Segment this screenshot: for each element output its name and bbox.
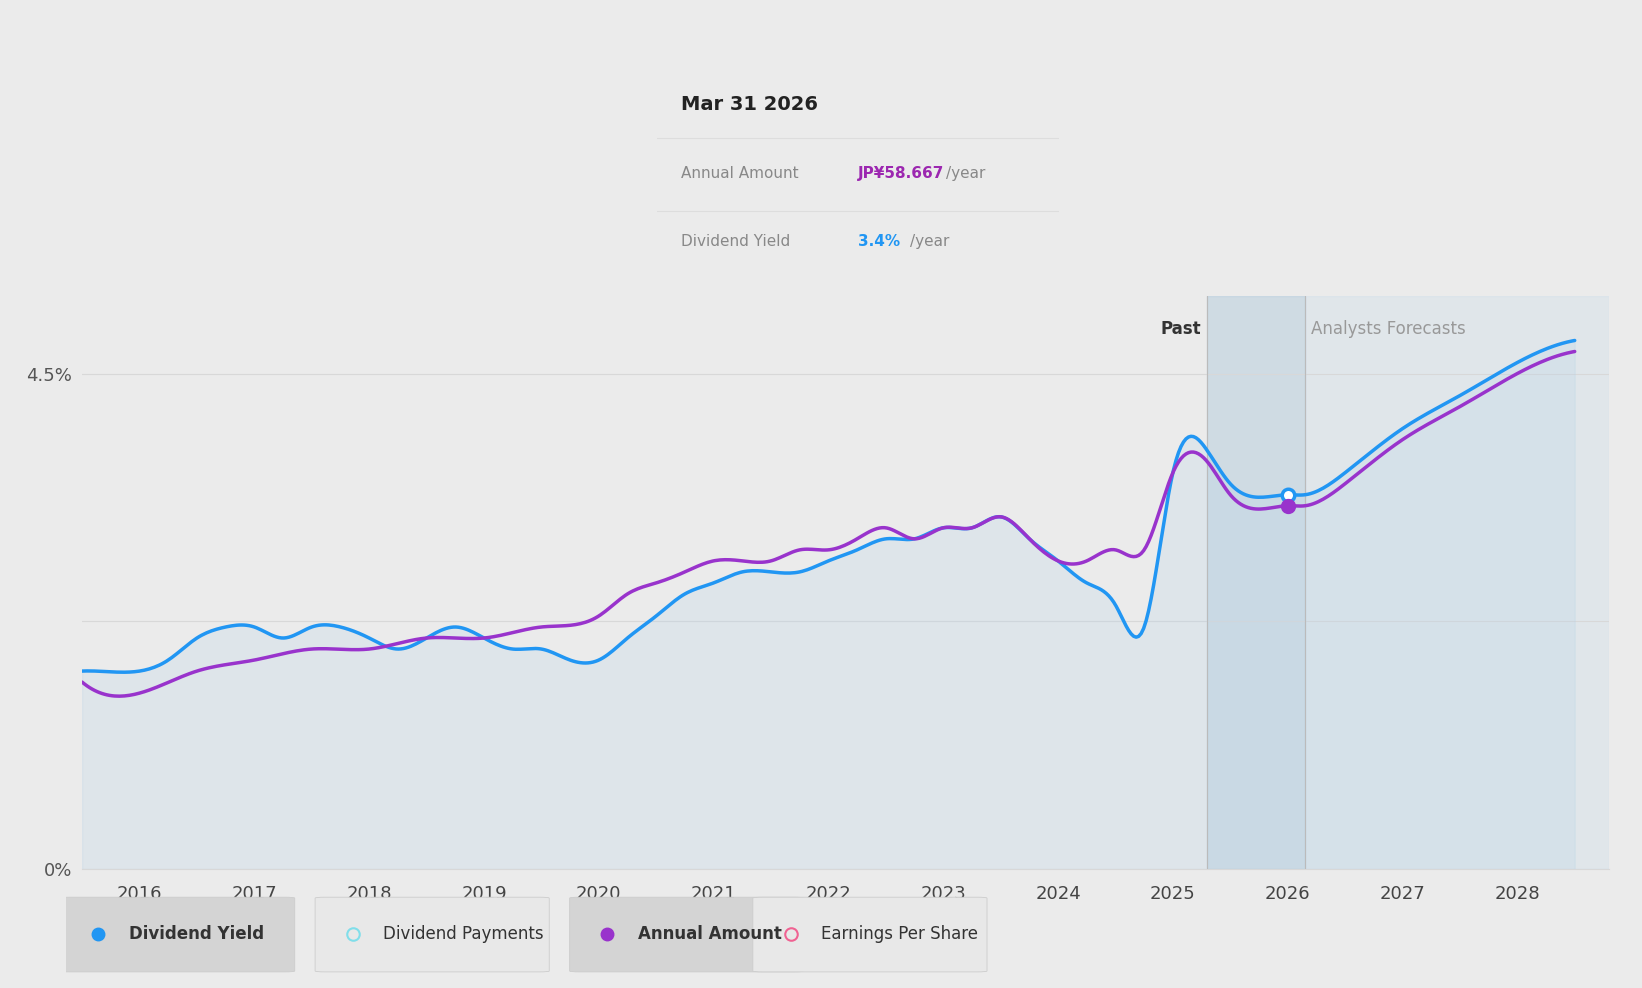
Text: /year: /year xyxy=(946,166,985,182)
Text: Mar 31 2026: Mar 31 2026 xyxy=(681,95,818,115)
FancyBboxPatch shape xyxy=(570,897,805,972)
Text: Earnings Per Share: Earnings Per Share xyxy=(821,925,979,943)
FancyBboxPatch shape xyxy=(754,897,987,972)
Bar xyxy=(1305,296,1609,869)
Text: Dividend Yield: Dividend Yield xyxy=(681,233,790,249)
Text: Dividend Yield: Dividend Yield xyxy=(128,925,264,943)
Text: Annual Amount: Annual Amount xyxy=(637,925,782,943)
Text: Analysts Forecasts: Analysts Forecasts xyxy=(1310,320,1465,338)
Text: JP¥58.667: JP¥58.667 xyxy=(859,166,944,182)
Text: Past: Past xyxy=(1161,320,1202,338)
Text: /year: /year xyxy=(910,233,949,249)
Text: Annual Amount: Annual Amount xyxy=(681,166,798,182)
Text: Dividend Payments: Dividend Payments xyxy=(383,925,544,943)
Bar xyxy=(1207,296,1305,869)
Text: 3.4%: 3.4% xyxy=(859,233,900,249)
FancyBboxPatch shape xyxy=(61,897,296,972)
FancyBboxPatch shape xyxy=(315,897,548,972)
